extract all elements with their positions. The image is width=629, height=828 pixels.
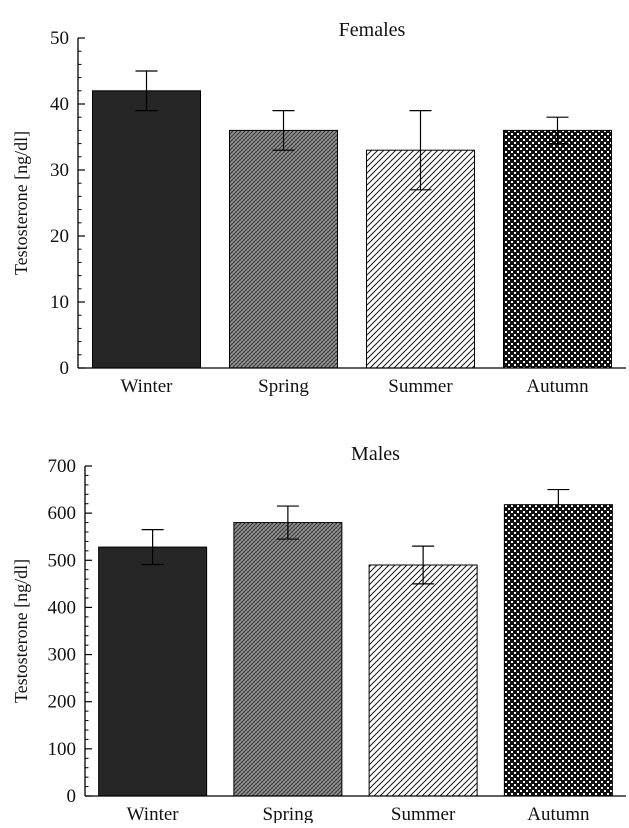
y-tick-label: 200 — [48, 692, 77, 713]
chart-title: Males — [351, 443, 400, 465]
females-panel: Females Testosterone [ng/dl] Winter Spring S… — [11, 19, 626, 397]
bar-winter — [98, 546, 208, 797]
y-axis-label: Testosterone [ng/dl] — [11, 559, 31, 703]
y-tick-label: 30 — [50, 160, 69, 181]
x-tick-label: Summer — [388, 376, 453, 397]
y-tick-label: 100 — [48, 739, 77, 760]
x-tick-label: Winter — [127, 804, 180, 823]
x-tick-label: Winter — [121, 376, 174, 397]
x-tick-label: Autumn — [527, 804, 590, 823]
y-tick-label: 400 — [48, 597, 77, 618]
chart-title: Females — [339, 19, 406, 41]
y-tick-label: 50 — [50, 28, 69, 49]
bar-winter — [92, 90, 201, 369]
bar-spring — [233, 522, 343, 797]
bar-spring — [229, 129, 338, 369]
y-tick-label: 20 — [50, 226, 69, 247]
y-tick-label: 700 — [48, 456, 77, 477]
y-tick-label: 500 — [48, 550, 77, 571]
y-tick-label: 10 — [50, 292, 69, 313]
males-panel: Males Testosterone [ng/dl] Winter Spring Sum… — [11, 443, 626, 825]
y-axis-label: Testosterone [ng/dl] — [11, 131, 31, 275]
x-tick-label: Spring — [258, 376, 309, 397]
y-tick-label: 40 — [50, 94, 69, 115]
y-tick-label: 300 — [48, 645, 77, 666]
bar-autumn — [503, 129, 612, 369]
bar-autumn — [503, 504, 613, 797]
x-tick-label: Autumn — [526, 376, 589, 397]
y-tick-label: 0 — [67, 786, 77, 807]
bar-summer — [368, 564, 478, 797]
x-tick-label: Spring — [263, 804, 314, 823]
y-tick-label: 0 — [60, 358, 70, 379]
y-tick-label: 600 — [48, 503, 77, 524]
x-tick-label: Summer — [391, 804, 456, 823]
